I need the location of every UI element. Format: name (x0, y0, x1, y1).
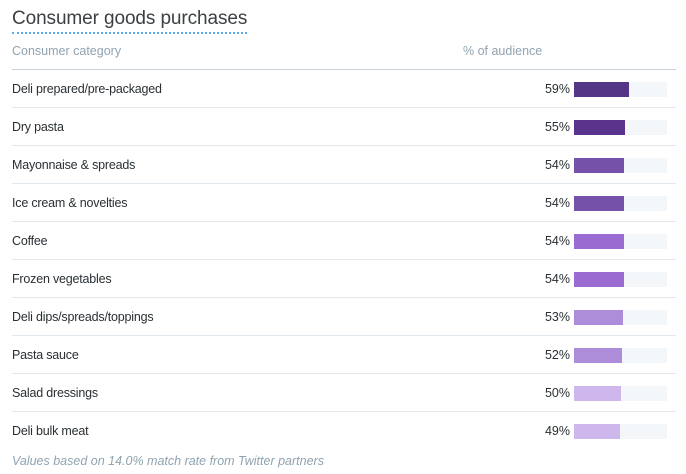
category-label: Deli prepared/pre-packaged (12, 82, 162, 96)
category-table: Deli prepared/pre-packaged 59% Dry pasta… (12, 70, 676, 450)
percent-bar-fill (574, 386, 621, 401)
percent-value: 54% (544, 234, 570, 248)
table-row: Pasta sauce 52% (12, 336, 676, 374)
table-row: Deli dips/spreads/toppings 53% (12, 298, 676, 336)
percent-bar-track (574, 158, 667, 173)
percent-bar-fill (574, 272, 625, 287)
category-label: Pasta sauce (12, 348, 79, 362)
table-row: Frozen vegetables 54% (12, 260, 676, 298)
percent-value: 53% (544, 310, 570, 324)
percent-bar-track (574, 386, 667, 401)
column-header-percent: % of audience (463, 44, 543, 58)
percent-value: 49% (544, 424, 570, 438)
table-row: Coffee 54% (12, 222, 676, 260)
percent-bar-fill (574, 348, 623, 363)
category-label: Dry pasta (12, 120, 64, 134)
category-label: Salad dressings (12, 386, 98, 400)
table-row: Mayonnaise & spreads 54% (12, 146, 676, 184)
percent-bar-track (574, 82, 667, 97)
footnote: Values based on 14.0% match rate from Tw… (12, 454, 324, 468)
percent-bar-track (574, 272, 667, 287)
percent-bar-track (574, 348, 667, 363)
table-row: Salad dressings 50% (12, 374, 676, 412)
category-label: Ice cream & novelties (12, 196, 128, 210)
percent-bar-fill (574, 82, 629, 97)
percent-bar-fill (574, 120, 626, 135)
percent-bar-fill (574, 424, 620, 439)
percent-bar-track (574, 424, 667, 439)
percent-value: 59% (544, 82, 570, 96)
percent-value: 52% (544, 348, 570, 362)
table-row: Dry pasta 55% (12, 108, 676, 146)
category-label: Frozen vegetables (12, 272, 112, 286)
category-label: Deli dips/spreads/toppings (12, 310, 154, 324)
percent-bar-fill (574, 234, 625, 249)
percent-bar-track (574, 196, 667, 211)
percent-bar-fill (574, 158, 625, 173)
table-row: Deli bulk meat 49% (12, 412, 676, 450)
percent-value: 55% (544, 120, 570, 134)
percent-bar-fill (574, 310, 624, 325)
percent-value: 54% (544, 196, 570, 210)
percent-bar-track (574, 234, 667, 249)
percent-value: 50% (544, 386, 570, 400)
percent-bar-track (574, 120, 667, 135)
header-divider (12, 69, 676, 70)
percent-bar-fill (574, 196, 625, 211)
percent-value: 54% (544, 158, 570, 172)
table-row: Deli prepared/pre-packaged 59% (12, 70, 676, 108)
percent-value: 54% (544, 272, 570, 286)
percent-bar-track (574, 310, 667, 325)
category-label: Mayonnaise & spreads (12, 158, 136, 172)
table-row: Ice cream & novelties 54% (12, 184, 676, 222)
card-title[interactable]: Consumer goods purchases (12, 6, 247, 34)
column-header-category: Consumer category (12, 44, 122, 58)
category-label: Deli bulk meat (12, 424, 89, 438)
category-label: Coffee (12, 234, 48, 248)
